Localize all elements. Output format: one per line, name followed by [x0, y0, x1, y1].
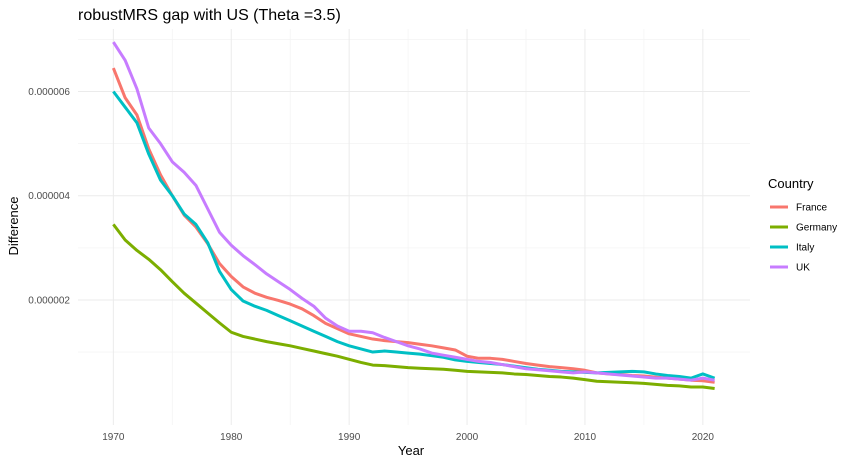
legend: Country France Germany Italy UK [768, 176, 837, 274]
x-axis: 1970 1980 1990 2000 2010 2020 [102, 432, 714, 443]
chart-title: robustMRS gap with US (Theta =3.5) [78, 7, 341, 24]
y-tick-label: 0.000004 [28, 191, 70, 202]
y-tick-label: 0.000002 [28, 295, 70, 306]
series-line-italy [112, 90, 716, 380]
y-tick-label: 0.000006 [28, 87, 70, 98]
x-axis-title: Year [398, 443, 425, 458]
y-axis: 0.000002 0.000004 0.000006 [28, 87, 70, 306]
x-tick-label: 2010 [574, 432, 597, 443]
y-axis-title: Difference [6, 196, 21, 255]
x-tick-label: 1980 [220, 432, 243, 443]
legend-label-germany: Germany [796, 223, 837, 234]
legend-label-uk: UK [796, 263, 810, 274]
series-line-uk [112, 41, 715, 382]
x-tick-label: 1990 [338, 432, 361, 443]
series-layer [111, 41, 716, 391]
x-tick-label: 1970 [102, 432, 125, 443]
legend-label-france: France [796, 203, 828, 214]
series-line-germany [112, 223, 715, 391]
legend-title: Country [768, 176, 814, 191]
legend-items: France Germany Italy UK [770, 203, 837, 274]
x-tick-label: 2000 [456, 432, 479, 443]
legend-label-italy: Italy [796, 243, 814, 254]
x-tick-label: 2020 [692, 432, 715, 443]
